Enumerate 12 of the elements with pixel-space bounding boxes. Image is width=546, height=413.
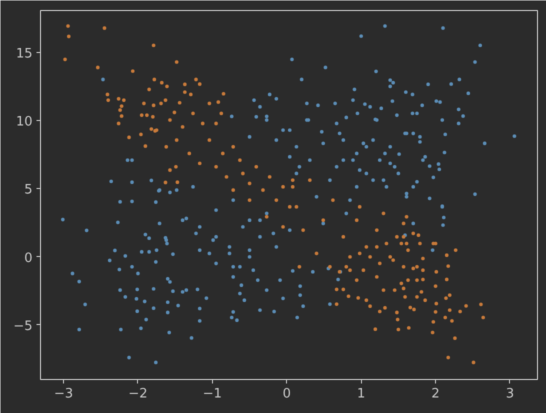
x-tick-label: 2 — [431, 386, 440, 402]
x-tick-label: −1 — [202, 386, 222, 402]
x-tick-label: −3 — [54, 386, 74, 402]
y-tick-label: 10 — [16, 114, 33, 130]
y-tick-label: 15 — [16, 46, 33, 62]
y-tick-label: −5 — [13, 318, 33, 334]
x-tick-label: 0 — [282, 386, 291, 402]
x-tick-label: 1 — [357, 386, 366, 402]
x-tick-label: 3 — [506, 386, 514, 402]
x-tick-label: −2 — [128, 386, 148, 402]
y-tick-label: 5 — [24, 182, 33, 198]
y-tick-label: 0 — [24, 250, 33, 266]
